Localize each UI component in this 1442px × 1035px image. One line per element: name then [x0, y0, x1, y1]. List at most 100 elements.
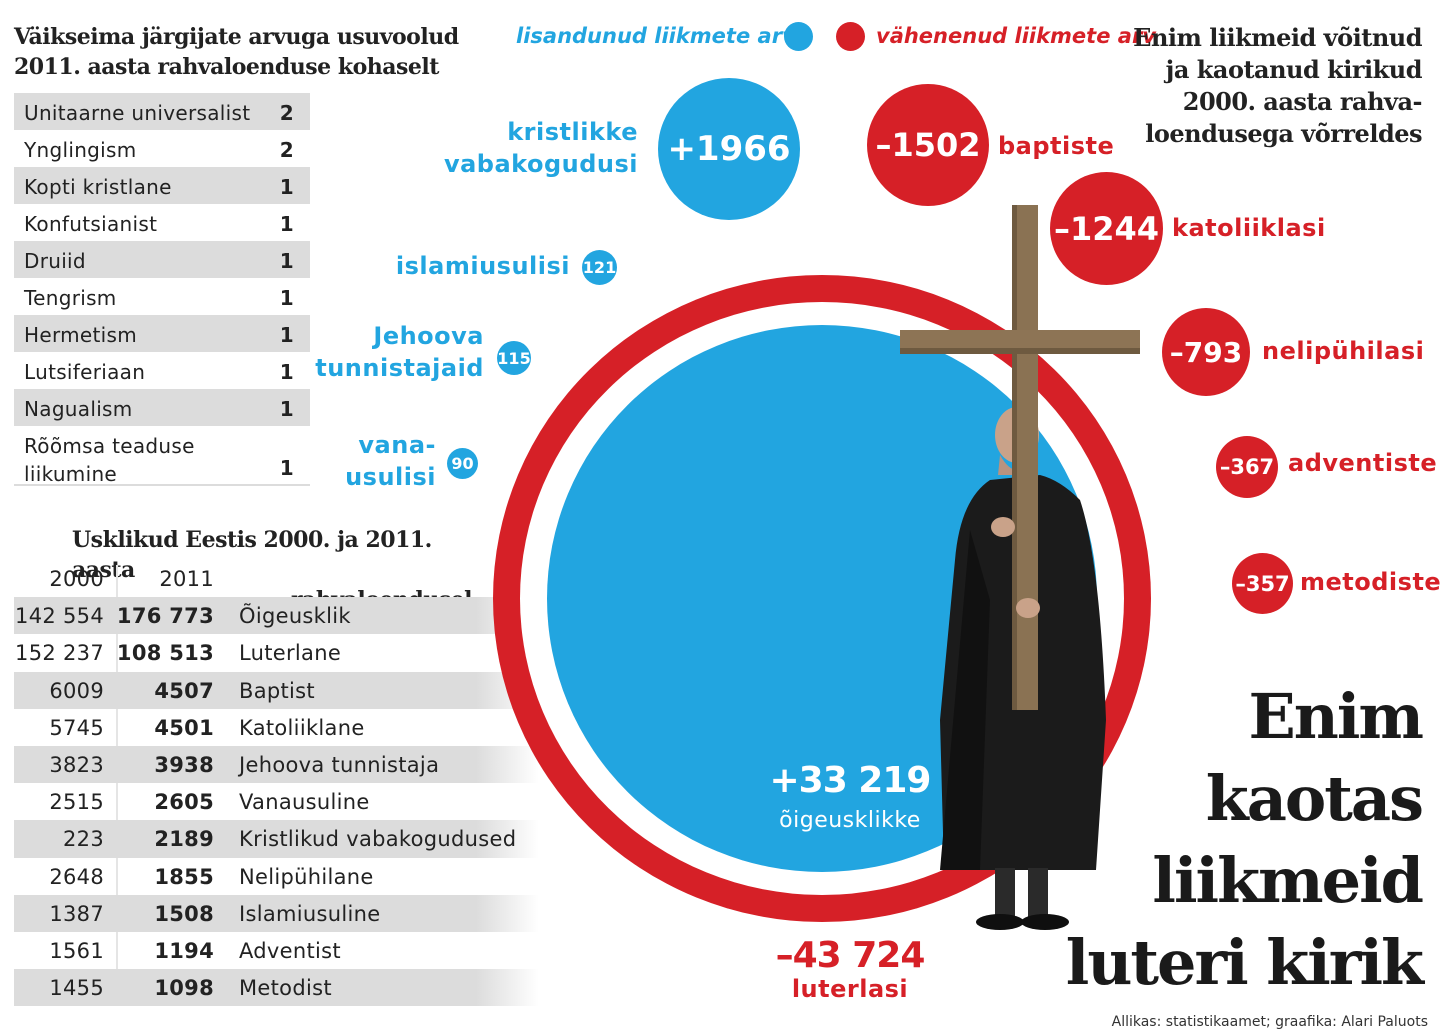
religion-count: 1: [279, 456, 294, 480]
religion-name: Luterlane: [239, 641, 342, 666]
table-row: 2515 2605 Vanausuline: [14, 783, 539, 820]
religion-name: Hermetism: [24, 323, 138, 347]
vana-usulisi-label: vana- usulisi: [300, 429, 436, 493]
religion-name: Katoliiklane: [239, 715, 365, 740]
kristlikke-label-line2: vabakogudusi: [443, 150, 638, 178]
religion-count: 1: [279, 212, 294, 236]
metodiste-label: metodiste: [1300, 568, 1442, 596]
jehoova-label-line2: tunnistajaid: [315, 354, 484, 382]
bubble-metodiste: –357: [1232, 553, 1293, 614]
bubble-nelipuhilasi: –793: [1162, 308, 1250, 396]
religion-name: Tengrism: [24, 286, 117, 310]
value-2011: 1508: [154, 901, 214, 926]
bubble-adventiste: –367: [1216, 436, 1278, 498]
katoliiklasi-label: katoliiklasi: [1172, 214, 1326, 242]
baptiste-label: baptiste: [998, 132, 1115, 160]
table-row: 1455 1098 Metodist: [14, 969, 539, 1007]
islamiusulisi-label: islamiusulisi: [395, 252, 570, 280]
value-2000: 1561: [49, 938, 104, 963]
small-table-title-line1: Väikseima järgijate arvuga usuvoolud: [14, 24, 459, 50]
right-title-line3: 2000. aasta rahva-: [1182, 87, 1423, 116]
nelipuhilasi-label: nelipühilasi: [1262, 337, 1425, 365]
comparison-table-title: Usklikud Eestis 2000. ja 2011. aasta rah…: [72, 525, 473, 615]
religion-name: Vanausuline: [239, 790, 370, 815]
kristlikke-label-line1: kristlikke: [507, 118, 638, 146]
value-2011: 3938: [154, 752, 214, 777]
headline-line1: Enim: [1248, 680, 1425, 753]
value-2000: 3823: [49, 752, 104, 777]
religion-name: Rõõmsa teaduse liikumine: [24, 432, 264, 488]
religion-name: Baptist: [239, 678, 315, 703]
priest-with-cross-image: [900, 205, 1140, 930]
table-row: 3823 3938 Jehoova tunnistaja: [14, 745, 539, 784]
table-row: Rõõmsa teaduse liikumine 1: [14, 426, 310, 486]
kristlikke-label: kristlikke vabakogudusi: [440, 116, 638, 180]
value-2011: 4501: [154, 715, 214, 740]
column-divider: [116, 565, 118, 1005]
oigeusklikke-label: õigeusklikke: [779, 808, 921, 833]
religion-name: Unitaarne universalist: [24, 101, 251, 125]
religion-name: Ynglingism: [24, 138, 137, 162]
small-table-title: Väikseima järgijate arvuga usuvoolud 201…: [14, 22, 474, 82]
value-2011: 1194: [154, 938, 214, 963]
table-row: 152 237 108 513 Luterlane: [14, 634, 539, 671]
bubble-katoliiklasi: –1244: [1050, 172, 1163, 285]
oigeusklikke-value: +33 219: [769, 760, 932, 801]
table-row: 1561 1194 Adventist: [14, 932, 539, 969]
small-religions-table: Unitaarne universalist 2 Ynglingism 2 Ko…: [14, 93, 310, 486]
legend-increase-dot: [784, 22, 813, 51]
table-header-row: 2000 2011: [14, 560, 539, 597]
vana-usulisi-label-line1: vana-: [358, 431, 436, 459]
value-2000: 6009: [49, 678, 104, 703]
right-title: Enim liikmeid võitnud ja kaotanud kiriku…: [1122, 22, 1422, 150]
vana-usulisi-label-line2: usulisi: [345, 463, 436, 491]
religion-name-line1: Rõõmsa teaduse: [24, 434, 195, 458]
religion-name-line2: liikumine: [24, 462, 118, 486]
table-row: Lutsiferiaan 1: [14, 352, 310, 389]
value-2011: 176 773: [116, 604, 214, 629]
religion-name: Nelipühilane: [239, 864, 374, 889]
value-2011: 108 513: [116, 641, 214, 666]
right-title-line1: Enim liikmeid võitnud: [1133, 23, 1422, 52]
jehoova-label: Jehoova tunnistajaid: [300, 320, 484, 384]
headline-line2: kaotas: [1205, 762, 1424, 835]
jehoova-label-line1: Jehoova: [373, 322, 484, 350]
religion-name: Konfutsianist: [24, 212, 158, 236]
column-header-2011: 2011: [159, 567, 214, 591]
religion-name: Islamiusuline: [239, 901, 381, 926]
value-2011: 2189: [154, 827, 214, 852]
table-row: 5745 4501 Katoliiklane: [14, 709, 539, 746]
religion-count: 2: [279, 101, 294, 125]
luterlasi-value: –43 724: [775, 935, 926, 976]
religion-name: Kopti kristlane: [24, 175, 172, 199]
religion-count: 1: [279, 397, 294, 421]
value-2011: 1855: [154, 864, 214, 889]
table-row: 223 2189 Kristlikud vabakogudused: [14, 820, 539, 858]
religion-count: 1: [279, 249, 294, 273]
table-row: Tengrism 1: [14, 278, 310, 315]
table-row: Kopti kristlane 1: [14, 167, 310, 204]
religion-count: 2: [279, 138, 294, 162]
value-2000: 1455: [49, 976, 104, 1001]
religion-count: 1: [279, 286, 294, 310]
table-row: Nagualism 1: [14, 389, 310, 426]
legend-decrease-dot: [836, 22, 865, 51]
table-row: Unitaarne universalist 2: [14, 93, 310, 130]
bubble-kristlikke-vabakogudusi: +1966: [658, 78, 800, 220]
religion-name: Jehoova tunnistaja: [239, 752, 440, 777]
table-row: Ynglingism 2: [14, 130, 310, 167]
value-2000: 2515: [49, 790, 104, 815]
adventiste-label: adventiste: [1288, 449, 1438, 477]
right-title-line4: loendusega võrreldes: [1145, 119, 1422, 148]
bubble-islamiusulisi: 121: [582, 250, 617, 285]
table-row: Druiid 1: [14, 241, 310, 278]
legend-decrease-label: vähenenud liikmete arv: [876, 24, 1156, 48]
religion-name: Lutsiferiaan: [24, 360, 146, 384]
comparison-title-line1: Usklikud Eestis 2000. ja 2011. aasta: [72, 527, 432, 583]
table-row: 6009 4507 Baptist: [14, 671, 539, 709]
table-row: 2648 1855 Nelipühilane: [14, 858, 539, 895]
religion-name: Adventist: [239, 938, 341, 963]
bubble-baptiste: –1502: [867, 84, 989, 206]
bubble-vana-usulisi: 90: [447, 448, 478, 479]
right-title-line2: ja kaotanud kirikud: [1165, 55, 1423, 84]
